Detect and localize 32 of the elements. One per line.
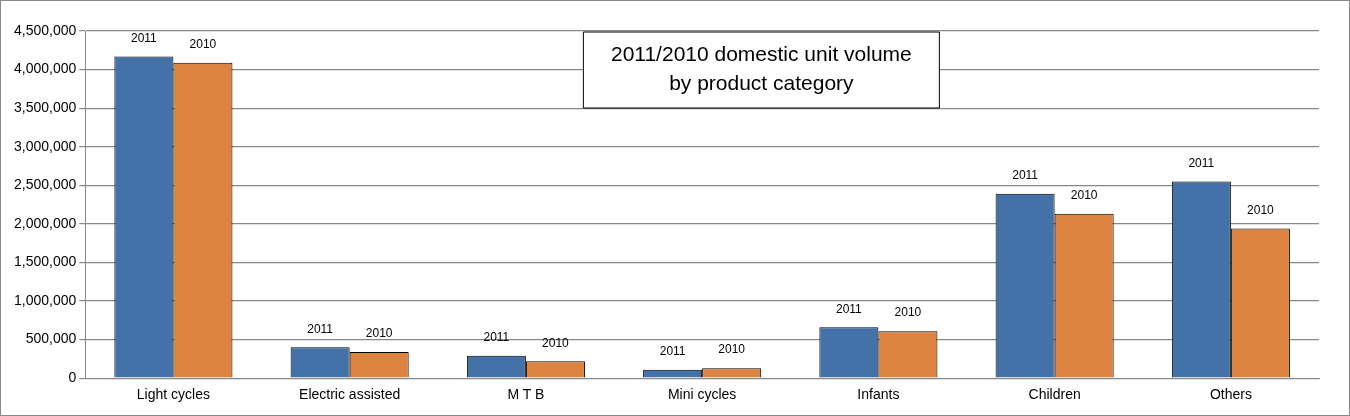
y-tick-label: 2,000,000	[13, 214, 77, 231]
text: 2011	[835, 301, 862, 316]
y-tick-label: 1,500,000	[13, 253, 77, 270]
y-tick-label: 1,000,000	[13, 291, 77, 308]
text: 2010	[1247, 202, 1274, 217]
y-tick-label: 0	[68, 369, 77, 386]
text: 2010	[894, 305, 922, 320]
x-tick-label: Light cycles	[136, 386, 210, 403]
text: 2010	[1070, 188, 1098, 203]
x-tick-label: Electric assisted	[299, 386, 401, 403]
text: 2011	[307, 321, 334, 336]
text: 2011	[130, 30, 157, 45]
y-tick-label: 4,000,000	[13, 60, 77, 77]
y-tick-label: 2,500,000	[13, 176, 77, 193]
x-tick-label: M T B	[507, 386, 545, 403]
y-tick-label: 4,500,000	[13, 21, 77, 38]
text: 2010	[365, 326, 393, 341]
series-label: 2011	[1188, 155, 1215, 170]
text: 2010	[718, 342, 746, 357]
text: 2011	[483, 330, 510, 345]
series-label: 2010	[189, 36, 217, 51]
y-tick-label: 500,000	[25, 330, 77, 347]
text: 2011/2010 domestic unit volume by product category	[610, 42, 912, 95]
x-tick-label: Infants	[857, 386, 900, 403]
x-tick-label: Others	[1209, 386, 1252, 403]
y-tick-label: 3,000,000	[13, 137, 77, 154]
text: 2010	[542, 335, 569, 350]
text: 2011	[659, 344, 686, 359]
x-tick-label: Children	[1028, 386, 1081, 403]
y-tick-label: 3,500,000	[13, 99, 77, 116]
x-tick-label: Mini cycles	[667, 386, 737, 403]
text: 2011	[1012, 168, 1039, 183]
